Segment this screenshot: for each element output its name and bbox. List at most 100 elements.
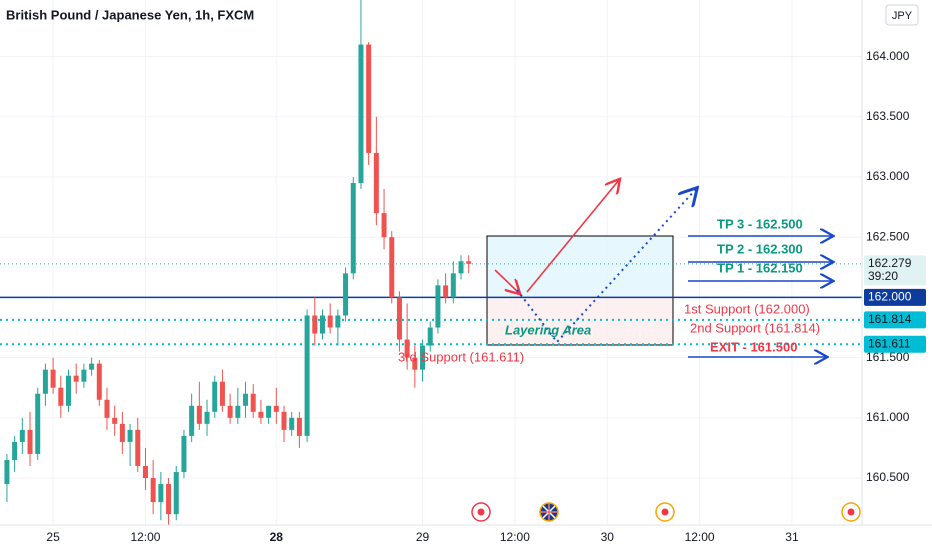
candle-body — [250, 393, 256, 412]
pullback-arrow — [494, 269, 519, 293]
candle-body — [358, 44, 364, 184]
y-tick-label: 160.500 — [866, 470, 910, 484]
candle-body — [219, 381, 225, 406]
y-tick-label: 161.000 — [866, 410, 910, 424]
event-icons — [471, 502, 861, 522]
candle-body — [458, 261, 464, 274]
candle-body — [73, 375, 79, 382]
chart-title: British Pound / Japanese Yen, 1h, FXCM — [6, 7, 254, 22]
x-tick-label: 12:00 — [130, 530, 160, 544]
price-badge — [864, 311, 926, 329]
candle-body — [27, 429, 33, 454]
candle-body — [396, 297, 402, 340]
candle-body — [166, 484, 172, 515]
tp3-label: TP 3 - 162.500 — [717, 216, 803, 231]
candle-body — [12, 441, 18, 460]
candle-body — [312, 315, 318, 334]
candle-body — [42, 369, 48, 394]
countdown-label: 39:20 — [868, 269, 898, 283]
x-tick-label: 25 — [46, 530, 60, 544]
candle-body — [266, 405, 272, 418]
support2-label: 2nd Support (161.814) — [690, 320, 820, 335]
currency-label[interactable]: JPY — [892, 10, 913, 22]
candle-body — [189, 405, 195, 436]
tp2-label: TP 2 - 162.300 — [717, 241, 803, 256]
candle-body — [335, 315, 341, 328]
candle-body — [212, 381, 218, 412]
candle-body — [158, 484, 164, 503]
candle-body — [50, 369, 56, 388]
candle-body — [135, 429, 141, 466]
candle-body — [89, 363, 95, 370]
candle-body — [389, 237, 395, 298]
candle-body — [412, 357, 418, 370]
candle-body — [281, 411, 287, 430]
x-tick-label: 29 — [416, 530, 430, 544]
candle-body — [235, 405, 241, 418]
candle-body — [258, 411, 264, 418]
candle-body — [350, 183, 356, 274]
currency-button[interactable] — [885, 4, 919, 26]
x-tick-label: 12:00 — [500, 530, 530, 544]
candle-body — [227, 405, 233, 418]
time-axis — [0, 525, 862, 550]
price-badge-label: 161.611 — [868, 336, 911, 350]
x-tick-label: 31 — [785, 530, 799, 544]
candle-body — [319, 315, 325, 334]
axis-labels: 160.500 161.000 161.500 162.500 163.000 163.5… — [46, 49, 926, 544]
candle-body — [65, 375, 71, 406]
candle-body — [104, 399, 110, 418]
target-arrow — [526, 180, 619, 293]
support3-label: 3rd Support (161.611) — [398, 349, 524, 364]
price-badge-label: 162.279 — [868, 256, 912, 270]
layering-box — [486, 235, 674, 346]
y-tick-label: 163.500 — [866, 109, 910, 123]
target-zone — [487, 236, 673, 297]
layering-label: Layering Area — [505, 322, 591, 337]
price-badge — [864, 255, 926, 286]
levels — [0, 263, 862, 346]
support1-label: 1st Support (162.000) — [684, 301, 810, 316]
candle-body — [119, 423, 125, 442]
candle-body — [327, 315, 333, 328]
candle-body — [81, 369, 87, 382]
candle-body — [150, 478, 156, 503]
candle-body — [304, 315, 310, 436]
price-badge-label: 162.000 — [868, 290, 912, 304]
candle-body — [96, 363, 102, 400]
candle-body — [127, 429, 133, 442]
candle-body — [112, 417, 118, 424]
candle-body — [58, 387, 64, 406]
candle-body — [296, 417, 302, 436]
candle-body — [204, 411, 210, 424]
candle-body — [35, 393, 41, 454]
candle-body — [435, 285, 441, 328]
candle-body — [196, 405, 202, 424]
y-tick-label: 161.500 — [866, 350, 910, 364]
risk-zone — [487, 297, 673, 345]
candle-body — [181, 435, 187, 473]
candle-body — [381, 213, 387, 238]
candle-body — [443, 285, 449, 298]
x-tick-label: 28 — [270, 530, 284, 544]
candle-body — [366, 44, 372, 153]
y-tick-label: 162.500 — [866, 229, 910, 243]
candle-body — [273, 405, 279, 412]
candle-body — [404, 339, 410, 358]
x-tick-label: 30 — [601, 530, 615, 544]
y-tick-label: 164.000 — [866, 49, 910, 63]
candle-body — [373, 152, 379, 214]
x-tick-label: 12:00 — [685, 530, 715, 544]
exit-label: EXIT - 161.500 — [710, 339, 797, 354]
candle-body — [173, 472, 179, 515]
candle-body — [4, 459, 10, 485]
candles — [4, 0, 472, 525]
price-badge — [864, 335, 926, 353]
candle-body — [243, 393, 249, 406]
price-badge-label: 161.814 — [868, 312, 912, 326]
y-tick-label: 163.000 — [866, 169, 910, 183]
candle-body — [420, 345, 426, 370]
tp1-label: TP 1 - 162.150 — [717, 260, 803, 275]
